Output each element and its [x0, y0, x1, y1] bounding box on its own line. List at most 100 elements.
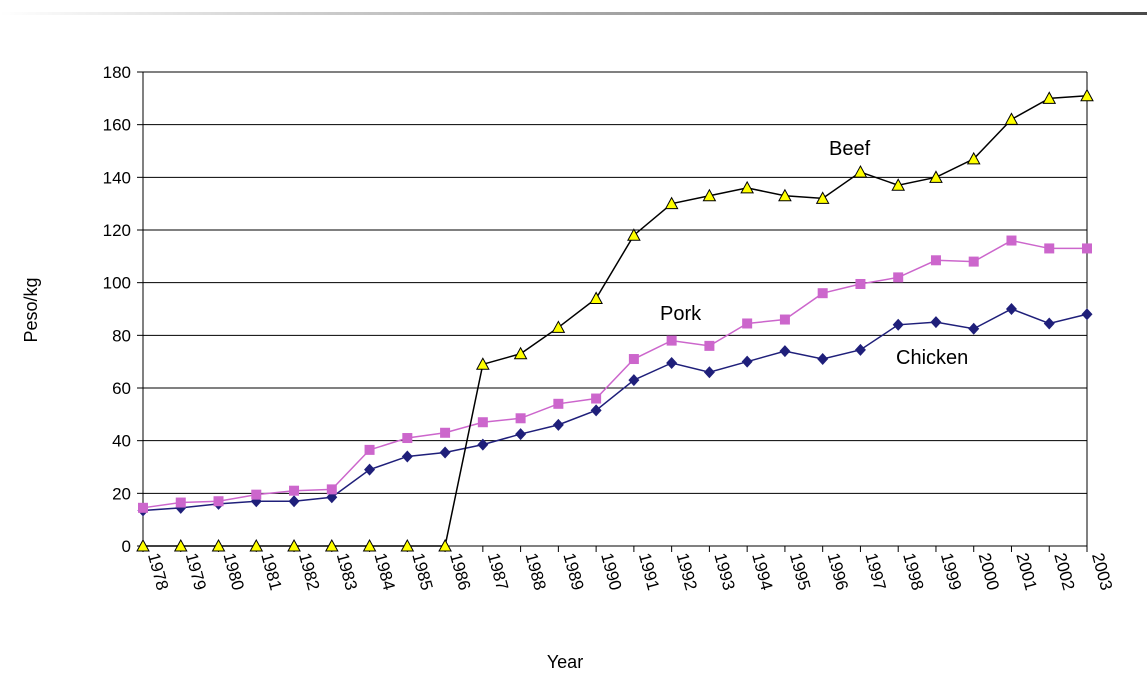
x-tick-label: 1991	[635, 551, 663, 592]
data-point-beef	[815, 191, 830, 204]
data-point-beef	[702, 188, 717, 202]
data-point-beef	[136, 538, 150, 552]
data-point-beef	[211, 538, 226, 552]
data-point-pork	[779, 314, 790, 325]
y-tick-label: 120	[103, 221, 131, 240]
x-tick-label: 1981	[257, 551, 285, 592]
x-tick-label: 1994	[748, 551, 776, 592]
series-markers	[136, 88, 1094, 552]
series-line-chicken	[142, 308, 1088, 512]
x-tick-label: 1980	[219, 551, 247, 592]
x-tick-label: 1999	[937, 551, 965, 592]
data-point-beef	[362, 538, 377, 552]
data-point-beef	[438, 538, 452, 552]
y-tick-label: 100	[103, 274, 131, 293]
x-tick-label: 1995	[786, 551, 814, 592]
x-tick-label: 1983	[333, 551, 361, 592]
data-point-beef	[475, 357, 490, 370]
data-point-pork	[553, 398, 564, 409]
data-point-beef	[513, 346, 528, 360]
x-tick-label: 2003	[1088, 551, 1116, 592]
data-point-chicken	[552, 418, 564, 431]
x-tick-label: 1982	[295, 551, 323, 592]
data-point-pork	[628, 354, 639, 365]
top-divider	[0, 12, 1147, 15]
data-point-beef	[627, 228, 641, 241]
data-point-chicken	[703, 366, 715, 379]
series-label-beef: Beef	[829, 138, 871, 160]
data-point-beef	[324, 538, 339, 552]
data-point-beef	[740, 180, 755, 194]
x-tick-label: 2000	[975, 551, 1003, 592]
data-point-pork	[1082, 243, 1092, 254]
data-point-pork	[855, 278, 866, 289]
data-point-beef	[287, 538, 301, 552]
data-point-chicken	[364, 463, 376, 476]
y-tick-labels: 0 20 40 60 80 100 120 140 160 180	[103, 63, 131, 556]
series-labels: Beef Pork Chicken	[660, 138, 968, 369]
data-point-beef	[778, 188, 792, 202]
x-tick-label: 1996	[824, 551, 852, 592]
data-point-beef	[891, 178, 906, 191]
data-point-chicken	[741, 355, 753, 368]
data-point-beef	[589, 291, 603, 304]
data-point-pork	[968, 256, 979, 267]
data-point-chicken	[1043, 317, 1055, 330]
data-point-pork	[213, 496, 224, 507]
x-tick-label: 2001	[1012, 551, 1040, 592]
data-point-chicken	[439, 446, 451, 459]
data-point-beef	[966, 151, 981, 165]
x-tick-label: 1988	[522, 551, 550, 592]
axes	[137, 71, 1088, 552]
series-line-pork	[142, 239, 1087, 509]
data-point-pork	[742, 318, 753, 329]
data-point-pork	[930, 255, 941, 266]
data-point-pork	[251, 489, 262, 500]
y-tick-label: 40	[112, 432, 131, 451]
data-point-pork	[666, 335, 677, 346]
data-point-pork	[515, 413, 526, 424]
x-tick-label: 1978	[144, 551, 172, 592]
data-point-beef	[249, 538, 264, 552]
y-tick-label: 80	[112, 326, 131, 345]
data-point-beef	[551, 320, 566, 333]
x-tick-label: 1997	[861, 551, 889, 592]
series-label-chicken: Chicken	[896, 347, 968, 369]
data-point-chicken	[968, 322, 980, 335]
data-point-pork	[402, 433, 413, 444]
data-point-pork	[704, 340, 715, 351]
data-point-beef	[1080, 88, 1094, 102]
x-tick-label: 1987	[484, 551, 512, 592]
data-point-beef	[173, 538, 188, 552]
data-point-chicken	[628, 374, 640, 387]
x-tick-label: 1990	[597, 551, 625, 592]
data-point-beef	[400, 538, 415, 552]
x-tick-label: 1998	[899, 551, 927, 592]
data-point-pork	[817, 288, 828, 299]
data-point-chicken	[1081, 308, 1093, 321]
series-label-pork: Pork	[660, 303, 702, 325]
x-tick-label: 1984	[371, 551, 399, 592]
data-point-beef	[1004, 112, 1019, 125]
data-point-chicken	[817, 353, 829, 366]
data-point-pork	[175, 497, 186, 508]
y-tick-label: 0	[122, 537, 131, 556]
data-point-pork	[477, 417, 488, 428]
y-tick-label: 20	[112, 484, 131, 503]
y-tick-label: 60	[112, 379, 131, 398]
data-point-pork	[893, 272, 904, 283]
data-point-beef	[1042, 91, 1057, 104]
data-point-chicken	[401, 450, 413, 463]
series-lines	[142, 94, 1088, 547]
x-tick-labels: 1978 1979 1980 1981 1982 1983 1984 1985 1986 1987…	[144, 551, 1116, 592]
data-point-chicken	[779, 345, 791, 358]
data-point-chicken	[930, 316, 942, 329]
x-tick-label: 1986	[446, 551, 474, 592]
x-tick-label: 1993	[710, 551, 738, 592]
y-tick-label: 160	[103, 116, 131, 135]
x-axis-title: Year	[547, 652, 583, 672]
x-tick-label: 1989	[559, 551, 587, 592]
gridlines	[143, 71, 1087, 547]
data-point-chicken	[892, 318, 904, 331]
